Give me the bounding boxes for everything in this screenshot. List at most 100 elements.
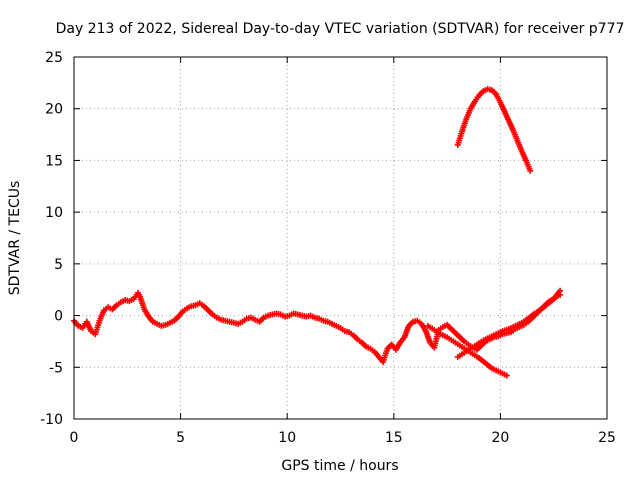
data-point-trail: [491, 366, 500, 374]
data-point-trail: [515, 139, 524, 153]
data-point-trail: [468, 100, 477, 110]
data-point-trail: [520, 317, 529, 325]
data-point-trail: [477, 356, 487, 365]
data-point-trail: [176, 310, 185, 318]
plot-frame: [73, 56, 608, 420]
data-point-trail: [433, 328, 442, 336]
data-point-trail: [459, 118, 469, 133]
data-point-trail: [445, 323, 453, 331]
data-point-trail: [385, 342, 394, 351]
data-point-trail: [449, 327, 458, 335]
data-point-trail: [463, 347, 472, 355]
data-point-trail: [390, 343, 398, 351]
chart-title: Day 213 of 2022, Sidereal Day-to-day VTE…: [56, 21, 625, 37]
y-axis-label: SDTVAR / TECUs: [7, 181, 23, 296]
data-point-trail: [511, 129, 520, 142]
x-tick-label: 0: [70, 430, 79, 446]
data-point-trail: [479, 339, 488, 348]
data-point-trail: [523, 159, 533, 172]
data-point-trail: [502, 110, 512, 123]
data-point-trail: [498, 101, 507, 113]
data-point-trail: [458, 335, 466, 344]
data-point-trail: [490, 88, 498, 96]
data-point-trail: [539, 302, 549, 312]
data-point-trail: [84, 320, 94, 333]
grid-lines: [74, 57, 607, 419]
data-point-trail: [514, 320, 523, 328]
data-point-trail: [132, 291, 140, 300]
y-tick-label: 15: [45, 153, 63, 169]
y-tick-label: 25: [45, 50, 63, 66]
data-point-trail: [407, 320, 415, 328]
data-point-trail: [72, 319, 80, 328]
data-point-trail: [526, 316, 534, 324]
data-point-trail: [475, 343, 483, 352]
y-tick-label: 0: [54, 309, 63, 325]
data-point-trail: [393, 341, 403, 351]
data-point-trail: [377, 355, 385, 364]
data-point-trail: [97, 309, 106, 322]
x-tick-label: 10: [278, 430, 296, 446]
data-point-trail: [257, 316, 266, 324]
data-point-trail: [477, 89, 485, 97]
axis-ticks: 0 5 10 15 20 25 -10 -5 0 5 10 15 20 25: [40, 50, 616, 446]
data-point-trail: [360, 340, 368, 349]
y-tick-label: -10: [40, 412, 63, 428]
data-point-trail: [351, 333, 360, 341]
data-point-trail: [473, 94, 481, 103]
data-point-trail: [551, 289, 562, 301]
data-point-trail: [484, 361, 494, 371]
data-point-trail: [506, 119, 516, 132]
y-tick-label: -5: [49, 360, 63, 376]
x-tick-label: 15: [385, 430, 403, 446]
series-arc-1: [71, 289, 564, 366]
data-point-trail: [495, 329, 504, 337]
data-point-trail: [80, 320, 89, 329]
data-point-trail: [398, 336, 407, 344]
data-point-trail: [142, 308, 151, 318]
data-point-trail: [494, 93, 503, 104]
data-point-trail: [373, 350, 381, 359]
data-point-trail: [464, 107, 473, 120]
data-point-trail: [427, 324, 436, 332]
y-tick-label: 10: [45, 205, 63, 221]
data-point-trail: [533, 307, 542, 316]
data-point-trail: [202, 304, 210, 313]
x-tick-label: 5: [176, 430, 185, 446]
data-point-trail: [452, 339, 461, 348]
data-point-trail: [454, 331, 462, 339]
data-point-trail: [545, 297, 556, 306]
data-point-trail: [110, 303, 119, 311]
y-tick-label: 20: [45, 102, 63, 118]
data-point-trail: [488, 332, 498, 340]
data-point-trail: [508, 323, 517, 331]
data-point: [557, 287, 564, 294]
y-tick-label: 5: [54, 257, 63, 273]
data-point-trail: [419, 322, 428, 333]
data-point-trail: [439, 332, 448, 340]
series-arc-4: [454, 287, 564, 360]
x-tick-label: 20: [491, 430, 509, 446]
data-point-trail: [206, 308, 215, 317]
series-arc-2: [454, 86, 534, 174]
data-point: [503, 372, 510, 379]
x-tick-label: 25: [598, 430, 616, 446]
data-points: [71, 86, 564, 379]
data-point-trail: [446, 335, 455, 344]
data-point-trail: [459, 343, 468, 352]
data-point-trail: [172, 314, 181, 323]
data-point-trail: [469, 342, 478, 351]
data-point-trail: [137, 296, 147, 311]
x-axis-label: GPS time / hours: [281, 458, 398, 474]
data-point-trail: [93, 319, 102, 335]
data-point-trail: [519, 149, 529, 162]
data-point: [527, 167, 534, 174]
data-point-trail: [501, 326, 510, 334]
data-point-trail: [456, 351, 466, 359]
data-point-trail: [476, 338, 485, 347]
data-point-trail: [428, 341, 436, 349]
data-point-trail: [471, 352, 480, 360]
data-point-trail: [526, 311, 536, 321]
data-point-trail: [482, 335, 491, 343]
data-point-trail: [147, 315, 155, 324]
